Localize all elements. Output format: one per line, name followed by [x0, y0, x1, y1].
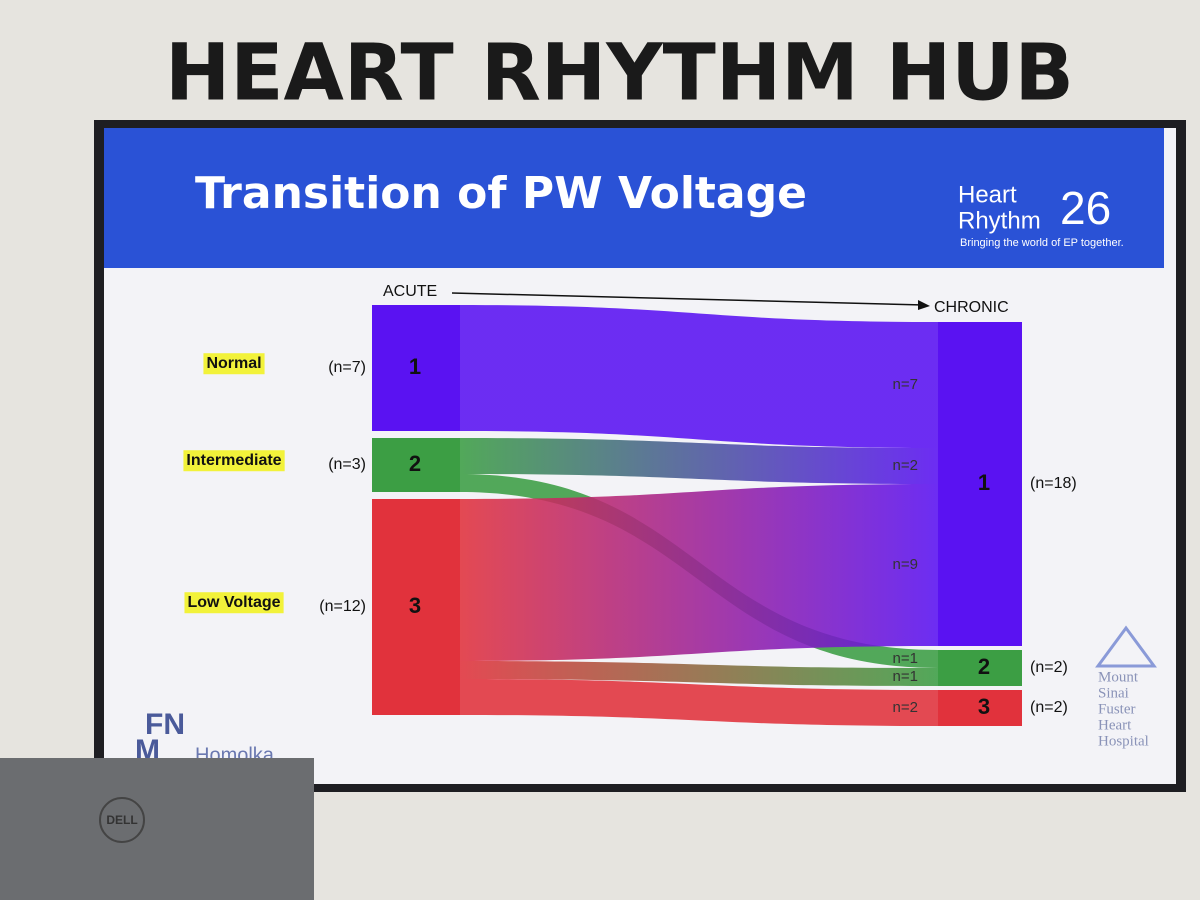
link-label: n=2: [893, 457, 918, 474]
link-label: n=9: [893, 556, 918, 573]
node-label: 3: [978, 694, 990, 719]
acute-node: [372, 499, 460, 715]
footer-right-line: Heart: [1098, 717, 1132, 733]
row-label: Low Voltage: [187, 594, 280, 611]
node-label: 2: [409, 451, 421, 476]
node-count: (n=2): [1030, 659, 1068, 676]
link-label: n=7: [893, 376, 918, 393]
link-label: n=1: [893, 650, 918, 667]
node-label: 1: [409, 354, 421, 379]
chronic-node: [938, 322, 1022, 646]
node-label: 3: [409, 593, 421, 618]
link: [460, 438, 938, 484]
row-label-highlight: [203, 353, 265, 375]
link: [460, 484, 938, 661]
logo-tagline: Bringing the world of EP together.: [960, 237, 1124, 249]
row-label: Intermediate: [186, 452, 281, 469]
footer-right-line: Mount: [1098, 669, 1139, 685]
link-label: n=2: [893, 699, 918, 716]
acute-node: [372, 438, 460, 492]
node-label: 1: [978, 470, 990, 495]
footer-right-line: Sinai: [1098, 685, 1129, 701]
node-count: (n=3): [328, 456, 366, 473]
node-count: (n=2): [1030, 699, 1068, 716]
stage-label: CHRONIC: [934, 299, 1009, 316]
stage-arrowhead: [918, 300, 930, 310]
node-label: 2: [978, 654, 990, 679]
footer-right-line: Hospital: [1098, 733, 1149, 749]
footer-left-line1: FN: [145, 708, 185, 741]
row-label: Normal: [206, 355, 261, 372]
acute-node: [372, 305, 460, 431]
stage-label: ACUTE: [383, 283, 437, 300]
node-count: (n=7): [328, 359, 366, 376]
laptop: [0, 758, 314, 900]
laptop-logo-ring: [99, 797, 145, 843]
row-label-highlight: [184, 592, 284, 614]
row-label-highlight: [183, 450, 285, 472]
link-label: n=1: [893, 668, 918, 685]
link: [460, 661, 938, 686]
sankey: n=7 n=2 n=1 n=9 n=1 n=2 1 (n=7) Normal 2 (n=3) Inte…: [183, 305, 1077, 726]
logo-number: 26: [1060, 182, 1111, 234]
link: [460, 305, 938, 448]
chronic-node: [938, 650, 1022, 686]
chronic-node: [938, 690, 1022, 726]
chart-title: Transition of PW Voltage: [195, 168, 807, 219]
footer-right-line: Fuster: [1098, 701, 1136, 717]
laptop-brand: DELL: [106, 813, 137, 827]
logo-line1: Heart: [958, 181, 1017, 208]
node-count: (n=18): [1030, 475, 1077, 492]
stage-arrow: [451, 292, 925, 306]
link: [460, 679, 938, 726]
slide-header: [104, 128, 1164, 268]
logo-line2: Rhythm: [958, 207, 1041, 234]
banner: HEART RHYTHM HUB: [165, 28, 1074, 118]
node-count: (n=12): [319, 598, 366, 615]
mount-sinai-mark: [1095, 625, 1157, 668]
